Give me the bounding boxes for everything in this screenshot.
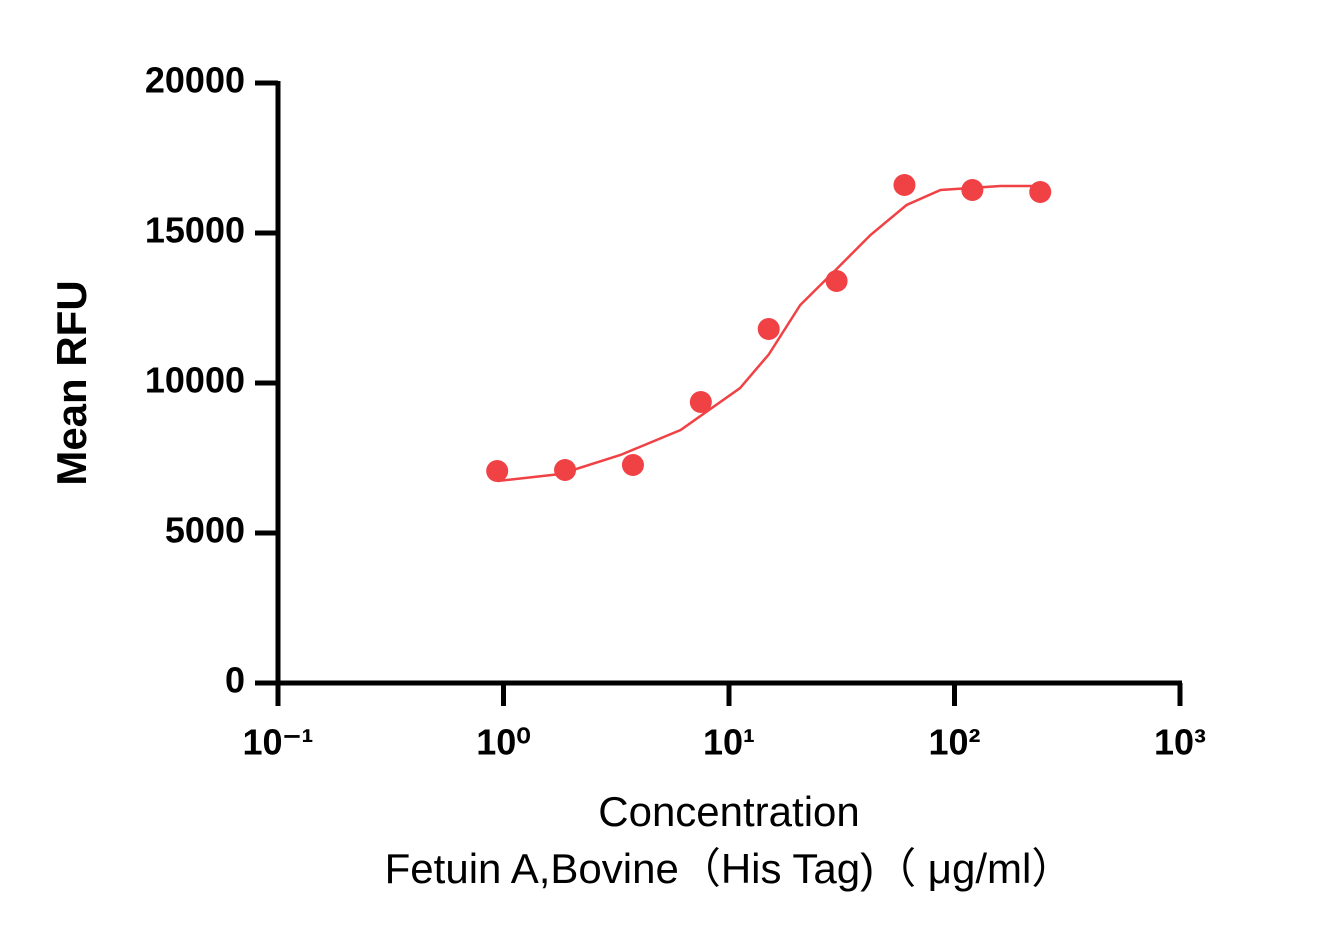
y-tick-label: 20000: [145, 60, 245, 101]
x-tick-label: 10¹: [703, 722, 755, 763]
x-tick-label: 10³: [1154, 722, 1206, 763]
fit-curve: [497, 184, 1041, 483]
x-tick-label: 10⁰: [476, 722, 530, 763]
data-point: [757, 318, 780, 340]
data-point: [554, 459, 577, 481]
y-axis-label: Mean RFU: [48, 280, 95, 485]
data-point: [961, 179, 984, 202]
data-point: [621, 453, 644, 476]
y-tick-label: 10000: [145, 360, 245, 401]
x-axis-label: Concentration: [598, 788, 860, 835]
y-tick-label: 15000: [145, 210, 245, 251]
data-point: [486, 459, 509, 482]
data-point: [689, 390, 712, 413]
x-tick-label: 10²: [928, 722, 980, 763]
data-point: [825, 270, 848, 292]
data-point: [893, 174, 916, 196]
y-tick-label: 0: [225, 660, 245, 701]
x-axis-label: Fetuin A,Bovine（His Tag)（ μg/ml）: [385, 845, 1074, 892]
x-tick-label: 10⁻¹: [242, 722, 313, 763]
y-tick-label: 5000: [165, 510, 245, 551]
data-point: [1029, 180, 1052, 203]
